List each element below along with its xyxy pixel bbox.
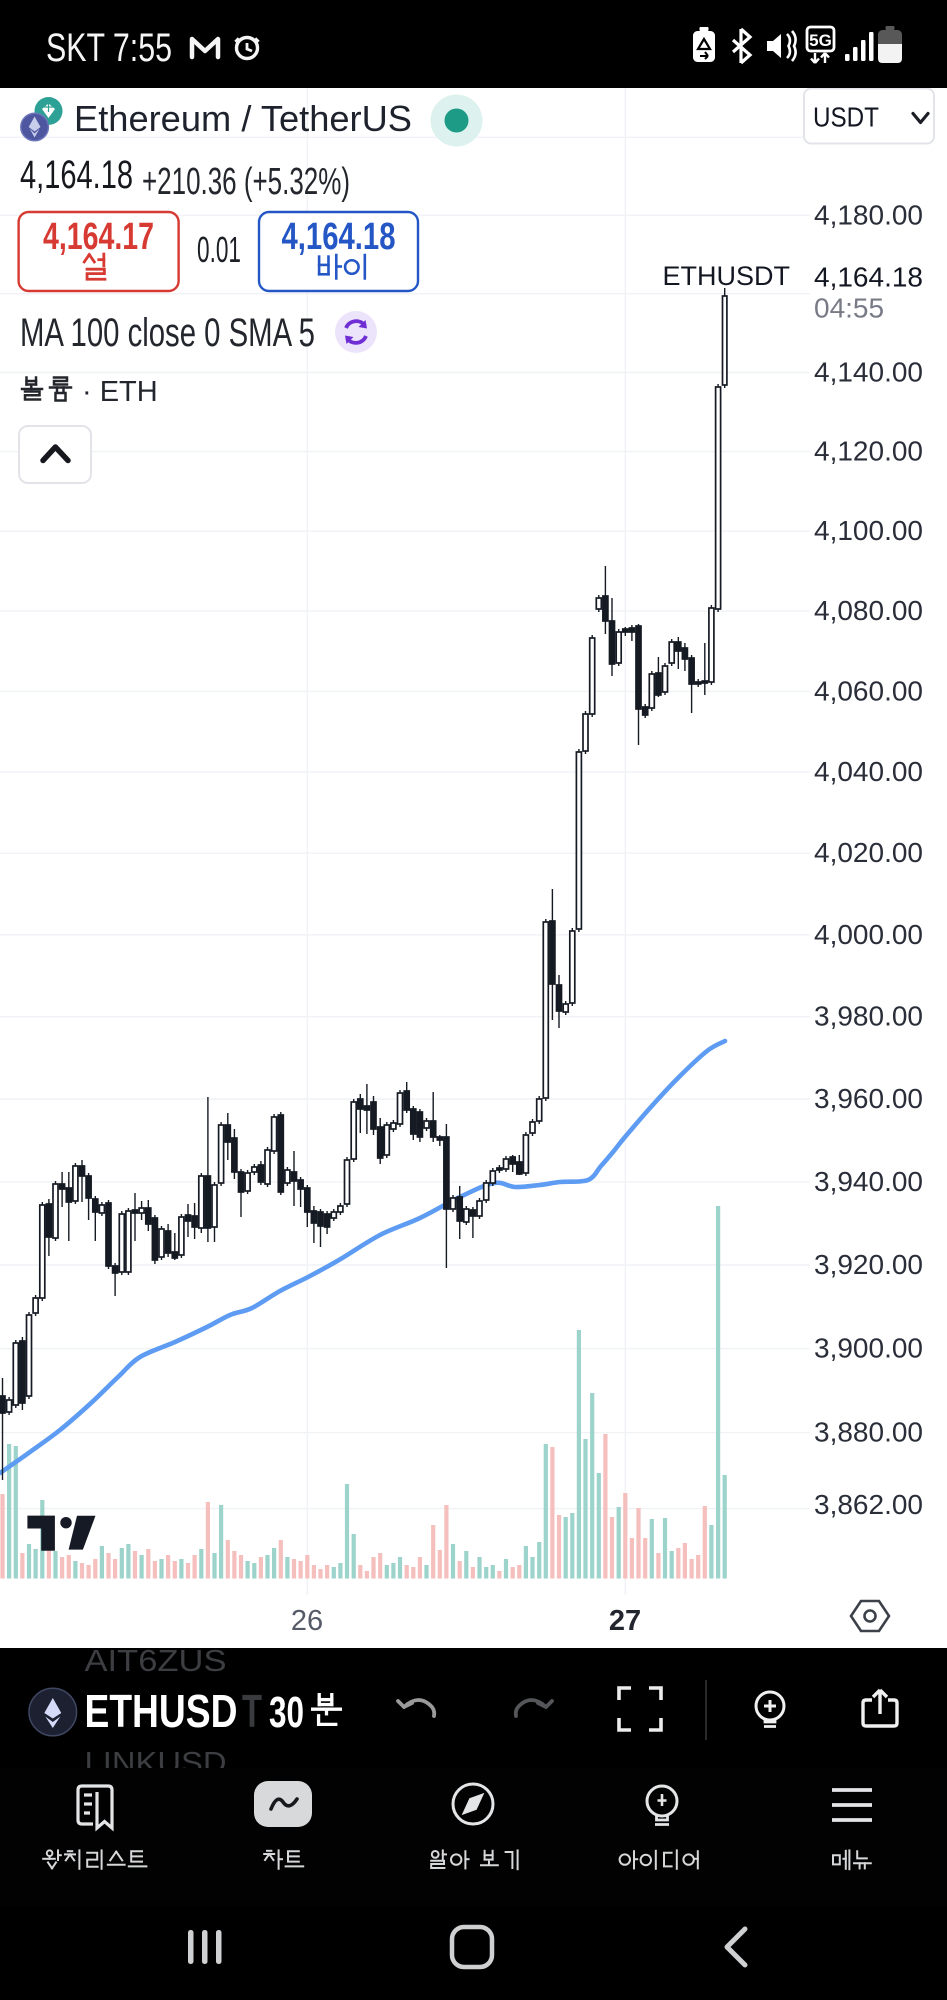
svg-text:4,040.00: 4,040.00 <box>814 756 923 787</box>
svg-text:5G: 5G <box>809 31 832 50</box>
svg-text:4,080.00: 4,080.00 <box>814 595 923 626</box>
svg-text:4,120.00: 4,120.00 <box>814 436 923 467</box>
svg-text:4,140.00: 4,140.00 <box>814 357 923 388</box>
svg-text:3,900.00: 3,900.00 <box>814 1333 923 1364</box>
svg-text:SKT 7:55: SKT 7:55 <box>46 26 172 70</box>
svg-text:26: 26 <box>291 1605 323 1637</box>
svg-text:30: 30 <box>269 1688 304 1737</box>
svg-text:4,164.18: 4,164.18 <box>20 153 133 197</box>
svg-text:4,164.18: 4,164.18 <box>282 216 396 258</box>
svg-text:T: T <box>242 1685 262 1737</box>
svg-text:ETHUSDT: ETHUSDT <box>663 261 791 291</box>
svg-text:4,000.00: 4,000.00 <box>814 919 923 950</box>
svg-text:4,020.00: 4,020.00 <box>814 837 923 868</box>
svg-text:4,164.18: 4,164.18 <box>814 261 923 292</box>
svg-text:3,920.00: 3,920.00 <box>814 1249 923 1280</box>
svg-text:· ETH: · ETH <box>82 376 158 408</box>
svg-text:3,880.00: 3,880.00 <box>814 1417 923 1448</box>
svg-text:0.01: 0.01 <box>197 229 241 270</box>
svg-text:3,862.00: 3,862.00 <box>814 1489 923 1520</box>
svg-text:4,164.17: 4,164.17 <box>43 216 154 258</box>
svg-text:27: 27 <box>609 1605 641 1637</box>
svg-text:3,980.00: 3,980.00 <box>814 1001 923 1032</box>
svg-text:04:55: 04:55 <box>814 292 884 323</box>
svg-text:Ethereum / TetherUS: Ethereum / TetherUS <box>74 98 412 139</box>
svg-text:AIT6ZUS: AIT6ZUS <box>85 1643 227 1678</box>
svg-text:USDT: USDT <box>813 102 879 133</box>
svg-text:3,940.00: 3,940.00 <box>814 1166 923 1197</box>
svg-text:3,960.00: 3,960.00 <box>814 1083 923 1114</box>
svg-text:+210.36 (+5.32%): +210.36 (+5.32%) <box>142 161 350 203</box>
svg-text:4,180.00: 4,180.00 <box>814 199 923 230</box>
svg-text:MA 100 close 0 SMA 5: MA 100 close 0 SMA 5 <box>20 311 315 355</box>
svg-text:ETHUSD: ETHUSD <box>85 1685 238 1737</box>
svg-text:4,060.00: 4,060.00 <box>814 675 923 706</box>
svg-text:4,100.00: 4,100.00 <box>814 515 923 546</box>
